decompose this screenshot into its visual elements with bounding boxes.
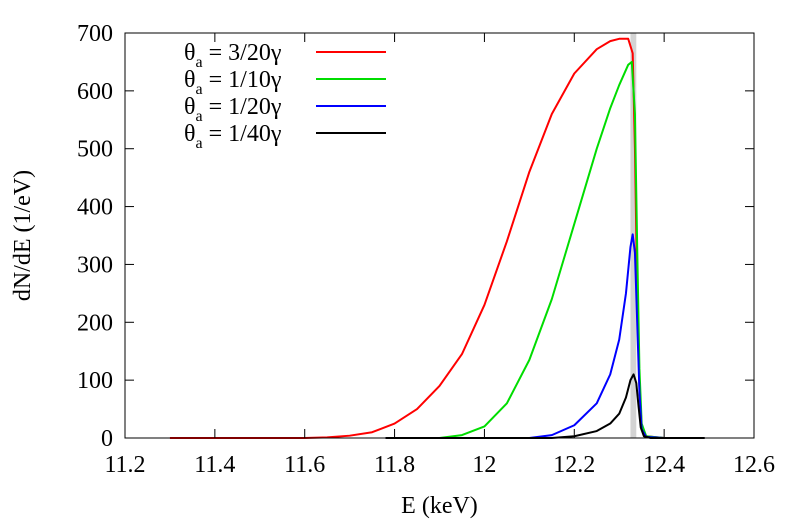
x-tick-label: 11.2 [104, 452, 145, 478]
plot-frame [124, 32, 755, 439]
legend-label-2: θa = 1/10γ [184, 67, 282, 98]
y-tick-label: 600 [77, 79, 113, 105]
y-tick-label: 300 [77, 252, 113, 278]
y-tick-label: 400 [77, 195, 113, 221]
series-layer [169, 37, 705, 439]
y-tick-label: 100 [77, 368, 113, 394]
legend-label-4: θa = 1/40γ [184, 121, 282, 152]
x-tick-label: 12.6 [733, 452, 775, 478]
series-line-2 [385, 60, 705, 439]
y-tick-label: 700 [77, 21, 113, 47]
y-tick-label: 200 [77, 310, 113, 336]
legend-label-1: θa = 3/20γ [184, 40, 282, 71]
x-tick-label: 11.8 [374, 452, 415, 478]
x-tick-label: 11.4 [194, 452, 235, 478]
x-tick-label: 12.2 [553, 452, 595, 478]
y-axis-label: dN/dE (1/eV) [10, 170, 36, 301]
tick-layer: 11.2 11.4 11.6 11.8 12 12.2 12.4 12.6 0 100 200 300… [77, 21, 775, 478]
x-tick-label: 12 [472, 452, 496, 478]
x-axis-label: E (keV) [401, 493, 478, 519]
y-tick-label: 500 [77, 137, 113, 163]
series-line-3 [385, 233, 705, 439]
legend-label-3: θa = 1/20γ [184, 94, 282, 125]
series-line-4 [385, 373, 705, 439]
x-tick-label: 11.6 [284, 452, 325, 478]
x-tick-label: 12.4 [643, 452, 685, 478]
y-tick-label: 0 [101, 426, 113, 452]
